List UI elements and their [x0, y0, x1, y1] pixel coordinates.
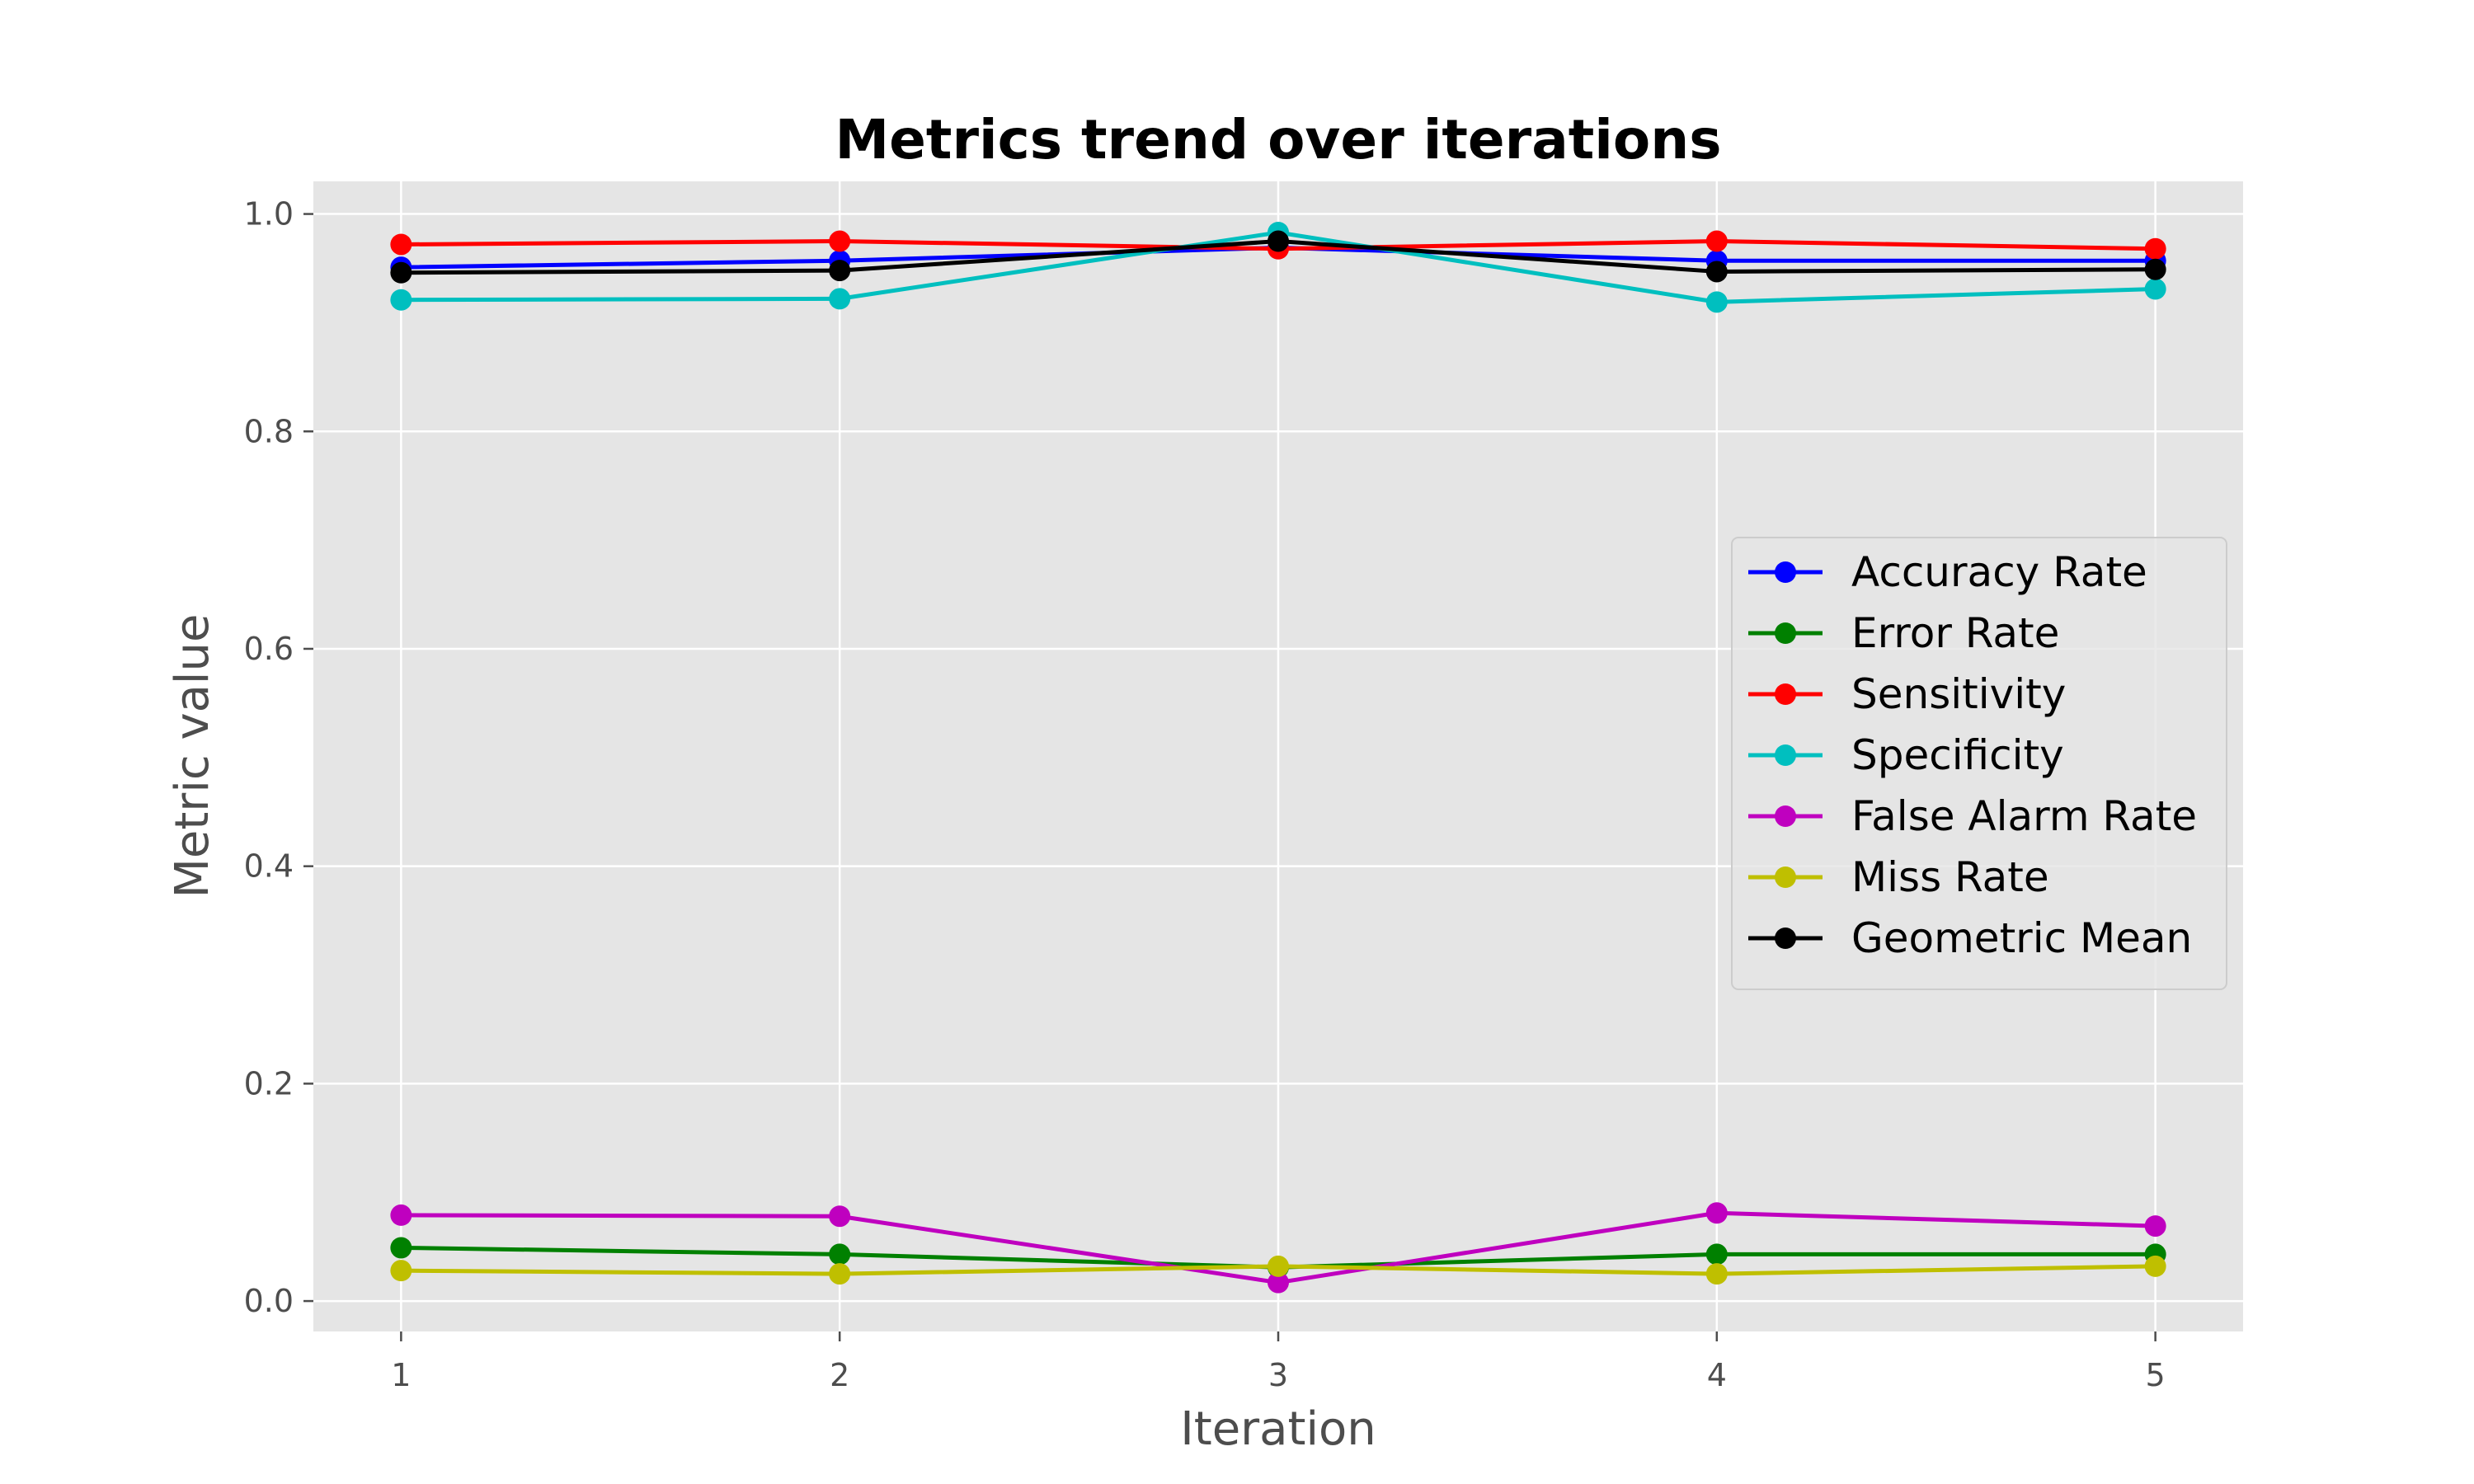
- specificity-point: [829, 288, 851, 310]
- specificity-point: [390, 289, 412, 311]
- legend-item-false-alarm-rate: False Alarm Rate: [1748, 792, 2197, 840]
- specificity-point: [1705, 291, 1728, 313]
- series-lines: [390, 221, 2166, 1294]
- legend-item-error-rate: Error Rate: [1748, 609, 2059, 657]
- legend-swatch-marker: [1775, 866, 1796, 888]
- legend-swatch-marker: [1775, 805, 1796, 827]
- series-geometric-mean: [390, 230, 2166, 284]
- error-rate-point: [829, 1243, 851, 1266]
- legend-swatch-marker: [1775, 928, 1796, 949]
- legend-label: Miss Rate: [1851, 853, 2049, 901]
- geometric-mean-point: [2144, 258, 2166, 280]
- legend-swatch-marker: [1775, 622, 1796, 644]
- legend-item-miss-rate: Miss Rate: [1748, 853, 2049, 901]
- legend-swatch-marker: [1775, 744, 1796, 766]
- grid-lines: [313, 181, 2243, 1331]
- legend-label: Geometric Mean: [1851, 914, 2192, 962]
- false-alarm-rate-point: [1705, 1202, 1728, 1224]
- legend-label: Error Rate: [1851, 609, 2059, 657]
- legend-frame: [1731, 537, 2227, 990]
- error-rate-point: [1705, 1243, 1728, 1266]
- chart-title: Metrics trend over iterations: [835, 108, 1721, 171]
- y-tick-label: 0.0: [244, 1283, 294, 1319]
- x-tick-label: 2: [830, 1357, 849, 1393]
- tick-marks: 1 2 3 4 5 0.0 0.2 0.4 0.6 0.8 1.0: [244, 196, 2166, 1393]
- legend-swatch-marker: [1775, 683, 1796, 705]
- miss-rate-point: [829, 1263, 851, 1285]
- legend-label: Specificity: [1851, 731, 2064, 779]
- sensitivity-point: [1705, 230, 1728, 252]
- sensitivity-point: [2144, 237, 2166, 260]
- error-rate-point: [390, 1237, 412, 1259]
- series-false-alarm-rate: [390, 1202, 2166, 1294]
- false-alarm-rate-point: [390, 1204, 412, 1226]
- specificity-point: [2144, 278, 2166, 300]
- sensitivity-point: [390, 233, 412, 256]
- x-tick-label: 4: [1707, 1357, 1727, 1393]
- y-tick-label: 0.8: [244, 413, 294, 449]
- legend-label: False Alarm Rate: [1851, 792, 2197, 840]
- y-tick-label: 1.0: [244, 196, 294, 232]
- x-tick-label: 3: [1268, 1357, 1288, 1393]
- miss-rate-point: [390, 1260, 412, 1282]
- geometric-mean-point: [829, 260, 851, 282]
- false-alarm-rate-point: [2144, 1215, 2166, 1237]
- x-tick-label: 1: [391, 1357, 411, 1393]
- false-alarm-rate-point: [1268, 1271, 1289, 1294]
- legend-swatch-marker: [1775, 561, 1796, 583]
- false-alarm-rate-point: [829, 1205, 851, 1228]
- x-axis-label: Iteration: [1180, 1402, 1376, 1456]
- legend-item-specificity: Specificity: [1748, 731, 2064, 779]
- miss-rate-point: [1705, 1263, 1728, 1285]
- geometric-mean-point: [1705, 261, 1728, 283]
- geometric-mean-point: [1268, 230, 1289, 252]
- legend-label: Sensitivity: [1851, 670, 2066, 718]
- y-axis-label: Metric value: [166, 614, 219, 899]
- geometric-mean-point: [390, 261, 412, 284]
- miss-rate-point: [2144, 1255, 2166, 1277]
- y-tick-label: 0.4: [244, 848, 294, 885]
- y-tick-label: 0.2: [244, 1065, 294, 1101]
- legend-item-accuracy-rate: Accuracy Rate: [1748, 548, 2147, 596]
- legend-item-sensitivity: Sensitivity: [1748, 670, 2066, 718]
- series-miss-rate: [390, 1255, 2166, 1285]
- x-tick-label: 5: [2146, 1357, 2166, 1393]
- miss-rate-point: [1268, 1255, 1289, 1277]
- y-tick-label: 0.6: [244, 631, 294, 667]
- legend-item-geometric-mean: Geometric Mean: [1748, 914, 2192, 962]
- legend-label: Accuracy Rate: [1851, 548, 2147, 596]
- legend: Accuracy Rate Error Rate Sensitivity Specif…: [1731, 537, 2227, 990]
- sensitivity-point: [829, 230, 851, 252]
